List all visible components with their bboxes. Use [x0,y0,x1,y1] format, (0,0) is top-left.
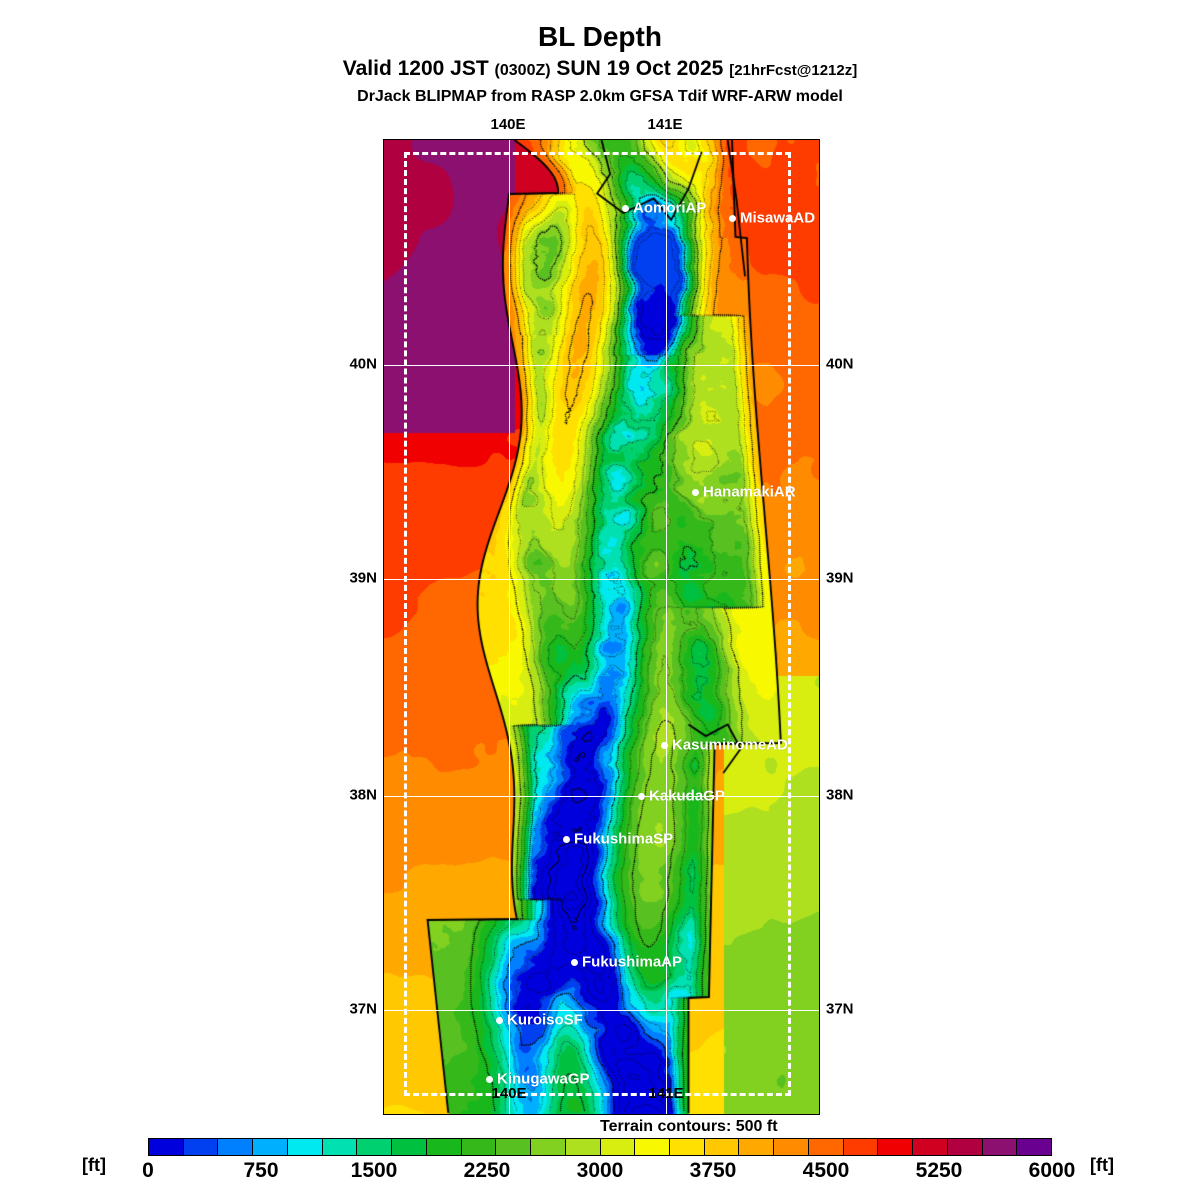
forecast-hour-tag: [21hrFcst@1212z] [729,62,858,79]
station-dot-icon [638,792,645,800]
station-dot-icon [622,204,629,212]
page-title: BL Depth [538,21,662,52]
station-label: KinugawaGP [497,1070,590,1088]
valid-time-line: Valid 1200 JST (0300Z) SUN 19 Oct 2025 [… [0,57,1200,83]
colorbar-swatch [982,1139,1018,1155]
colorbar-swatch [1017,1139,1052,1155]
station-dot-icon [496,1016,503,1024]
lat-tick-label-left: 39N [349,569,377,587]
station-dot-icon [661,741,668,749]
colorbar-swatch [426,1139,462,1155]
colorbar-unit-right: [ft] [1090,1155,1114,1175]
colorbar-tick: 2250 [463,1159,511,1182]
colorbar-swatch [531,1139,566,1155]
valid-time-zulu: (0300Z) [494,62,551,79]
colorbar-unit-left: [ft] [82,1155,106,1175]
station-label: FukushimaAP [582,953,683,971]
colorbar-swatch [739,1139,775,1155]
map-frame[interactable]: AomoriAP MisawaAD HanamakiAR KasuminomeAD Ka… [383,139,820,1115]
station-label: MisawaAD [740,209,816,227]
colorbar-tick: 3750 [689,1159,737,1182]
colorbar-swatch [149,1139,184,1155]
station-dot-icon [563,835,570,843]
colorbar-tick-labels: 0 750 1500 2250 3000 3750 4500 5250 6000 [142,1159,1075,1185]
lon-tick-label-top: 140E [490,116,526,133]
colorbar-tick: 3000 [576,1159,624,1182]
colorbar-swatch [635,1139,671,1155]
station-label: HanamakiAR [703,483,796,501]
station-dot-icon [571,958,578,966]
colorbar-swatch [287,1139,323,1155]
lat-tick-label-right: 38N [826,786,854,804]
lat-tick-label-left: 40N [349,355,377,373]
station-label: FukushimaSP [574,830,674,848]
colorbar-swatch [600,1139,636,1155]
lon-tick-label-top: 141E [647,116,683,133]
colorbar-swatch [704,1139,740,1155]
station-dot-icon [729,214,736,222]
lat-tick-label-right: 39N [826,569,854,587]
station-label: AomoriAP [633,199,707,217]
bl-depth-raster [384,140,819,1114]
model-description: DrJack BLIPMAP from RASP 2.0km GFSA Tdif… [357,88,843,105]
colorbar-swatch [808,1139,844,1155]
colorbar-tick: 0 [142,1159,154,1182]
station-label: KuroisoSF [507,1011,583,1029]
lat-tick-label-right: 37N [826,1000,854,1018]
colorbar-swatch [913,1139,948,1155]
colorbar-swatch [322,1139,358,1155]
lat-tick-label-left: 38N [349,786,377,804]
colorbar-swatch [392,1139,427,1155]
station-label: KasuminomeAD [672,736,788,754]
colorbar-swatch [774,1139,809,1155]
colorbar-swatch [670,1139,705,1155]
colorbar-legend: [ft] [ft] 0 750 1500 2250 3000 3750 4500 5250 60… [0,1135,1200,1195]
colorbar-swatch [218,1139,254,1155]
colorbar-swatch [947,1139,983,1155]
colorbar-swatch [843,1139,879,1155]
colorbar-swatch [565,1139,601,1155]
colorbar-swatch [496,1139,532,1155]
valid-time-prefix: Valid 1200 JST [342,57,489,80]
colorbar-swatch [253,1139,288,1155]
station-label: KakudaGP [649,787,725,805]
title-block: BL Depth Valid 1200 JST (0300Z) SUN 19 O… [0,22,1200,106]
terrain-contour-note: Terrain contours: 500 ft [600,1118,778,1135]
colorbar-swatch [878,1139,914,1155]
colorbar-swatch [183,1139,219,1155]
colorbar-swatch [357,1139,393,1155]
colorbar-tick: 750 [243,1159,279,1182]
valid-date: SUN 19 Oct 2025 [556,57,724,80]
colorbar-swatches [148,1138,1052,1156]
colorbar-swatch [461,1139,497,1155]
colorbar-tick: 4500 [802,1159,850,1182]
lat-tick-label-left: 37N [349,1000,377,1018]
colorbar-tick: 5250 [915,1159,963,1182]
station-dot-icon [692,488,699,496]
colorbar-tick: 1500 [350,1159,398,1182]
lat-tick-label-right: 40N [826,355,854,373]
station-dot-icon [486,1075,493,1083]
colorbar-tick: 6000 [1028,1159,1076,1182]
